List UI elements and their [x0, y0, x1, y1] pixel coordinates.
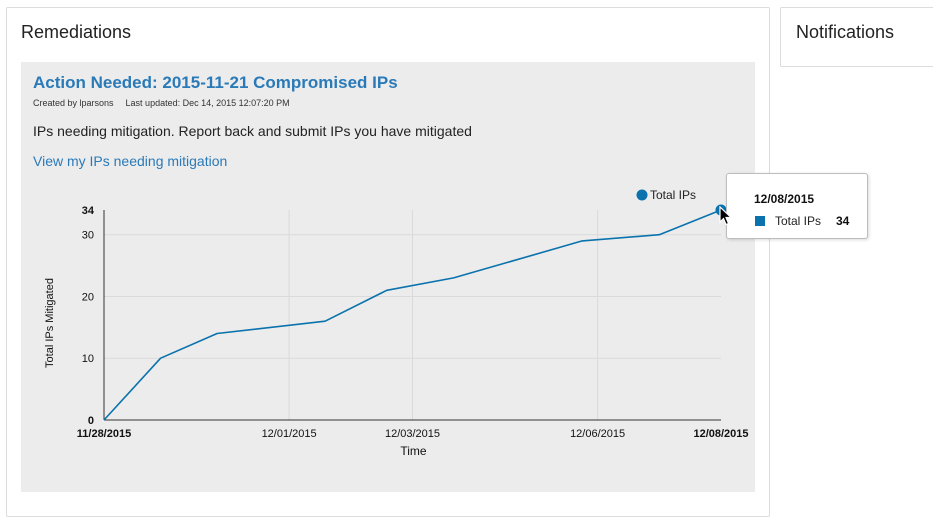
x-axis-title: Time [400, 444, 427, 458]
chart-axes [103, 210, 721, 421]
remediation-card-meta: Created by lparsons Last updated: Dec 14,… [33, 98, 290, 108]
last-updated: Last updated: Dec 14, 2015 12:07:20 PM [125, 98, 290, 108]
notifications-title: Notifications [796, 22, 895, 42]
y-tick-label: 10 [82, 353, 94, 365]
chart-series [103, 204, 727, 421]
x-tick-label: 12/03/2015 [385, 428, 440, 440]
x-tick-label: 11/28/2015 [77, 428, 131, 440]
mouse-pointer-icon [719, 206, 733, 226]
y-tick-label: 0 [88, 415, 94, 427]
chart-labels: 0 10 20 30 34 11/28/2015 12/01/2015 12/03/2015 1… [44, 188, 749, 458]
x-tick-label: 12/08/2015 [693, 428, 748, 440]
notifications-panel: Notifications [780, 7, 933, 67]
y-tick-label: 20 [82, 291, 94, 303]
chart-grid [104, 210, 721, 420]
created-by: Created by lparsons [33, 98, 114, 108]
series-line [103, 209, 722, 421]
chart-tooltip: 12/08/2015 Total IPs 34 [726, 173, 868, 239]
legend-marker [636, 189, 648, 201]
legend-label: Total IPs [650, 188, 696, 202]
x-tick-label: 12/06/2015 [570, 428, 625, 440]
y-tick-label: 34 [82, 205, 95, 217]
view-ips-link[interactable]: View my IPs needing mitigation [33, 153, 228, 169]
y-axis-title: Total IPs Mitigated [44, 278, 56, 368]
remediations-title: Remediations [21, 22, 132, 42]
tooltip-series-label: Total IPs [775, 214, 822, 228]
tooltip-value: 34 [836, 214, 850, 228]
y-tick-label: 30 [82, 230, 94, 242]
tooltip-series-swatch [755, 216, 765, 226]
x-tick-label: 12/01/2015 [262, 428, 317, 440]
remediation-description: IPs needing mitigation. Report back and … [33, 123, 472, 139]
remediation-card-title-link[interactable]: Action Needed: 2015-11-21 Compromised IP… [33, 73, 398, 92]
tooltip-date: 12/08/2015 [754, 192, 815, 206]
